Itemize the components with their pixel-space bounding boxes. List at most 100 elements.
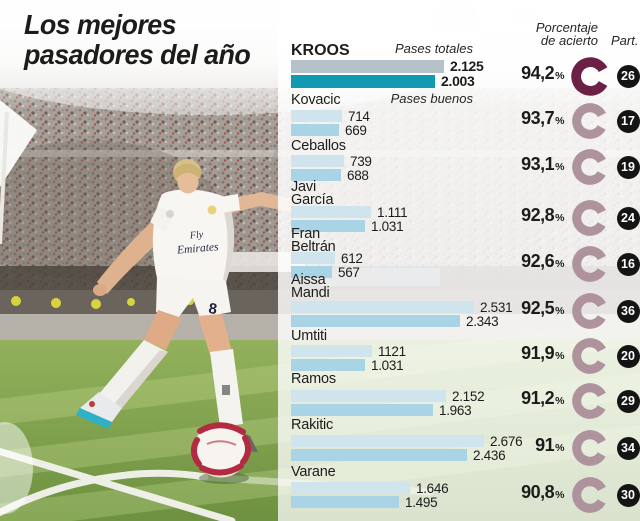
- bar-pases-buenos: [291, 220, 365, 232]
- part-badge: 20: [616, 344, 640, 368]
- football: [191, 422, 251, 484]
- bar-pases-totales: [291, 482, 410, 494]
- bar-value-pases-buenos: 2.343: [466, 313, 499, 329]
- player-name: Umtiti: [291, 329, 327, 343]
- player-name: KROOS: [291, 43, 350, 59]
- bar-pases-totales: [291, 390, 446, 402]
- shorts-number: 8: [207, 300, 218, 318]
- player-name-line: Fran: [291, 226, 321, 242]
- bar-value-pases-totales: 612: [341, 250, 363, 266]
- jersey-sponsor-fly: Fly: [188, 229, 204, 241]
- accuracy-percentage: 92,8%: [488, 205, 564, 226]
- percent-sign: %: [555, 258, 564, 270]
- bar-value-pases-totales: 739: [350, 153, 372, 169]
- player-name-line: Aissa: [291, 272, 326, 288]
- bar-pases-totales: [291, 110, 342, 122]
- bar-pases-totales: [291, 206, 371, 218]
- bar-pases-totales: [291, 345, 372, 357]
- column-header-porcentaje: Porcentaje de acierto: [518, 21, 598, 47]
- porcentaje-line2: de acierto: [540, 33, 598, 48]
- bar-value-pases-buenos: 2.436: [473, 447, 506, 463]
- accuracy-ring-icon: [572, 103, 608, 139]
- bar-value-pases-totales: 2.531: [480, 299, 513, 315]
- accuracy-percentage: 91%: [488, 435, 564, 456]
- player-name-line: Beltrán: [291, 238, 336, 255]
- accuracy-value: 91,2: [521, 388, 555, 408]
- jersey-sponsor-emirates: Emirates: [176, 241, 220, 257]
- bar-value-pases-buenos: 669: [345, 122, 367, 138]
- percent-sign: %: [555, 161, 564, 173]
- part-badge: 36: [616, 299, 640, 323]
- player-name: Kovacic: [291, 92, 341, 108]
- bar-pases-buenos: [291, 75, 435, 88]
- accuracy-ring-icon: [570, 56, 610, 96]
- player-name: Fran Beltrán: [291, 226, 336, 255]
- bar-pases-buenos: [291, 315, 460, 327]
- accuracy-ring-icon: [572, 430, 608, 466]
- player-name: Ceballos: [291, 138, 346, 154]
- player-name: Ramos: [291, 371, 336, 387]
- bar-value-pases-buenos: 2.003: [441, 73, 475, 89]
- porcentaje-line1: Porcentaje: [535, 20, 598, 35]
- part-badge: 16: [616, 252, 640, 276]
- bar-value-pases-buenos: 567: [338, 264, 360, 280]
- accuracy-percentage: 94,2%: [488, 63, 564, 84]
- player-name-line: García: [291, 191, 334, 208]
- player-name-line: Varane: [291, 464, 336, 480]
- percent-sign: %: [555, 350, 564, 362]
- accuracy-value: 90,8: [521, 482, 555, 502]
- bar-value-pases-totales: 2.152: [452, 388, 485, 404]
- accuracy-value: 94,2: [521, 63, 555, 83]
- accuracy-ring-icon: [572, 149, 608, 185]
- accuracy-value: 93,1: [521, 154, 555, 174]
- part-badge: 29: [616, 389, 640, 413]
- accuracy-percentage: 93,7%: [488, 108, 564, 129]
- bar-pases-buenos: [291, 404, 433, 416]
- accuracy-value: 92,6: [521, 251, 555, 271]
- player-name: Javi García: [291, 180, 334, 208]
- player-name-line: Rakitic: [291, 417, 334, 433]
- bar-value-pases-buenos: 1.031: [371, 218, 404, 234]
- bar-pases-buenos: [291, 496, 399, 508]
- percent-sign: %: [555, 489, 564, 501]
- player-name-line: Ceballos: [291, 138, 346, 154]
- title-line2: pasadores del año: [24, 39, 251, 70]
- bar-value-pases-totales: 714: [348, 108, 370, 124]
- page-title: Los mejores pasadores del año: [24, 10, 251, 70]
- bar-value-pases-totales: 1.111: [377, 204, 408, 220]
- legend-pases-buenos: Pases buenos: [390, 91, 473, 106]
- bar-pases-totales: [291, 252, 335, 264]
- percent-sign: %: [555, 442, 564, 454]
- accuracy-percentage: 90,8%: [488, 482, 564, 503]
- bar-value-pases-buenos: 1.963: [439, 402, 472, 418]
- accuracy-ring-icon: [572, 338, 608, 374]
- player-name-line: Ramos: [291, 371, 336, 387]
- percent-sign: %: [555, 305, 564, 317]
- bar-pases-buenos: [291, 169, 341, 181]
- bar-value-pases-totales: 1.646: [416, 480, 449, 496]
- player-name-line: Kovacic: [291, 92, 341, 108]
- accuracy-percentage: 92,5%: [488, 298, 564, 319]
- percent-sign: %: [555, 212, 564, 224]
- accuracy-value: 93,7: [521, 108, 555, 128]
- part-badge: 26: [616, 64, 640, 88]
- accuracy-percentage: 91,2%: [488, 388, 564, 409]
- accuracy-percentage: 91,9%: [488, 343, 564, 364]
- bar-value-pases-buenos: 1.495: [405, 494, 438, 510]
- part-badge: 17: [616, 109, 640, 133]
- accuracy-value: 91: [535, 435, 555, 455]
- bar-pases-totales: [291, 60, 444, 73]
- player-name: Varane: [291, 464, 336, 480]
- accuracy-percentage: 92,6%: [488, 251, 564, 272]
- bar-value-pases-buenos: 1.031: [371, 357, 404, 373]
- stewards: [11, 296, 194, 309]
- accuracy-value: 92,5: [521, 298, 555, 318]
- percent-sign: %: [555, 395, 564, 407]
- accuracy-value: 91,9: [521, 343, 555, 363]
- corner-flag: [0, 100, 37, 245]
- accuracy-percentage: 93,1%: [488, 154, 564, 175]
- accuracy-ring-icon: [572, 293, 608, 329]
- bar-value-pases-totales: 1121: [378, 343, 406, 359]
